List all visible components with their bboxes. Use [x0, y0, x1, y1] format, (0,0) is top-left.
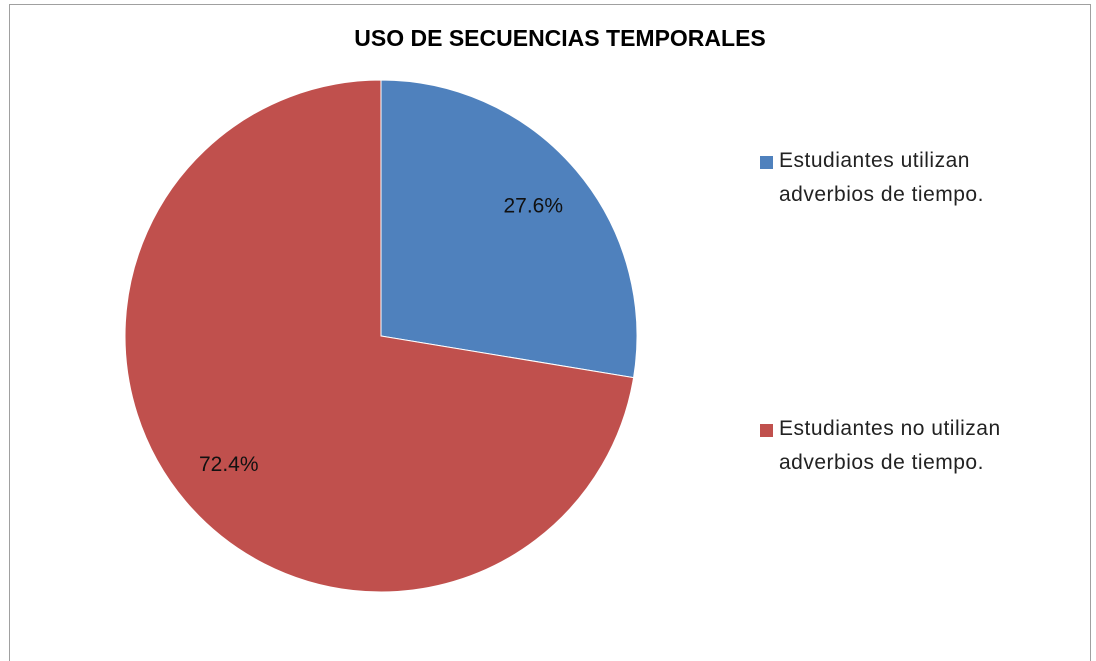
legend-swatch — [760, 424, 773, 437]
chart-border — [9, 4, 1091, 661]
legend-swatch — [760, 156, 773, 169]
legend-label: Estudiantes utilizan adverbios de tiempo… — [779, 149, 984, 206]
legend-label: Estudiantes no utilizan adverbios de tie… — [779, 417, 1001, 474]
legend-item: Estudiantes no utilizan adverbios de tie… — [760, 417, 1069, 480]
data-label: 72.4% — [199, 453, 259, 476]
chart-title: USO DE SECUENCIAS TEMPORALES — [354, 25, 766, 51]
pie-slice — [124, 79, 635, 593]
pie-slice — [380, 79, 638, 379]
legend-item: Estudiantes utilizan adverbios de tiempo… — [760, 149, 1069, 212]
data-label: 27.6% — [503, 194, 563, 217]
